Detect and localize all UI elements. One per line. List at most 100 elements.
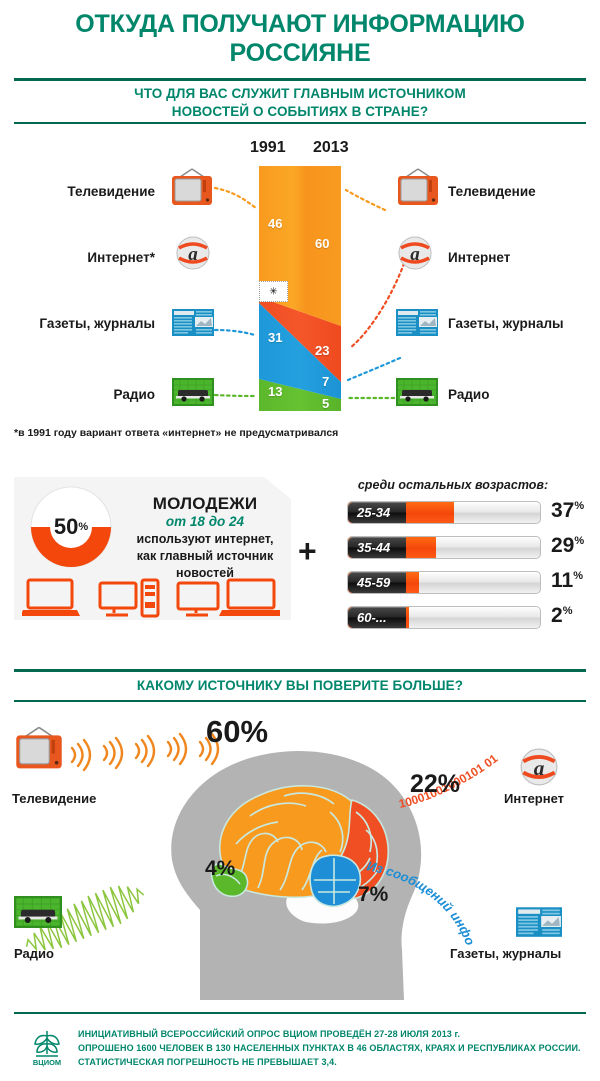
value-radio-2013: 5: [322, 396, 330, 411]
value-radio-1991: 13: [268, 384, 283, 399]
plus-sign: +: [298, 533, 317, 569]
agebar-value: 37%: [551, 499, 585, 522]
sidebar-label-radio-2013: Радио: [448, 387, 490, 402]
section-1-question-line-2: НОВОСТЕЙ О СОБЫТИЯХ В СТРАНЕ?: [171, 104, 429, 120]
value-press-1991: 31: [268, 330, 283, 345]
divider-top: [14, 78, 586, 81]
page-title: ОТКУДА ПОЛУЧАЮТ ИНФОРМАЦИЮ РОССИЯНЕ: [0, 10, 600, 68]
gyri-texture-green: [215, 873, 241, 885]
agebar-value: 29%: [551, 534, 585, 557]
agebar-45-59: 45-59 11%: [347, 569, 583, 594]
newspaper-icon: [172, 309, 214, 336]
svg-text:a: a: [410, 244, 420, 265]
value-press-2013: 7: [322, 374, 330, 389]
brain-label-radio: Радио: [14, 946, 54, 961]
youth-donut-value: 50%: [28, 484, 114, 570]
agebar-label: 60-...: [348, 607, 406, 628]
brain-pct-press: 7%: [358, 883, 389, 906]
radio-waveform: [25, 885, 145, 952]
agebar-track: 35-44: [347, 536, 541, 559]
year-label-1991: 1991: [250, 139, 286, 156]
youth-donut-suffix: %: [78, 521, 89, 533]
section-1-footnote: *в 1991 году вариант ответа «интернет» н…: [14, 427, 339, 439]
ages-title: среди остальных возрастов:: [357, 478, 549, 492]
footer-line-1: ИНИЦИАТИВНЫЙ ВСЕРОССИЙСКИЙ ОПРОС ВЦИОМ П…: [78, 1029, 461, 1039]
agebar-label: 35-44: [348, 537, 406, 558]
agebar-label: 45-59: [348, 572, 406, 593]
youth-description: используют интернет, как главный источни…: [112, 531, 298, 582]
agebar-value: 2%: [551, 604, 573, 627]
lobe-radio: [210, 863, 249, 898]
radio-icon: [14, 896, 62, 928]
band-press: [259, 303, 341, 399]
youth-description-line-3: новостей: [176, 565, 234, 580]
tv-icon: [398, 168, 438, 205]
brain-label-tv: Телевидение: [12, 791, 97, 806]
section-3-question: КАКОМУ ИСТОЧНИКУ ВЫ ПОВЕРИТЕ БОЛЬШЕ?: [136, 678, 464, 693]
brain-pct-internet: 22%: [410, 770, 461, 798]
sidebar-label-tv-2013: Телевидение: [448, 184, 536, 199]
gyri-texture-blue: [314, 858, 356, 904]
lobe-press: [309, 854, 362, 908]
footer-line-2: ОПРОШЕНО 1600 ЧЕЛОВЕК В 130 НАСЕЛЕННЫХ П…: [78, 1042, 581, 1053]
devices-illustration: [22, 578, 280, 618]
sidebar-label-internet-1991: Интернет*: [87, 250, 155, 265]
internet-icon: a: [176, 236, 210, 270]
sidebar-label-tv-1991: Телевидение: [67, 184, 155, 199]
section-1-question: ЧТО ДЛЯ ВАС СЛУЖИТ ГЛАВНЫМ ИСТОЧНИКОМ НО…: [0, 85, 600, 121]
divider-section-3-bottom: [14, 700, 586, 702]
youth-description-line-1: используют интернет,: [136, 532, 274, 546]
svg-text:a: a: [534, 756, 545, 780]
sidebar-label-radio-1991: Радио: [113, 387, 155, 402]
band-radio: [259, 379, 341, 411]
brain-pct-radio: 4%: [205, 857, 236, 880]
agebar-25-34: 25-34 37%: [347, 499, 584, 524]
internet-1991-placeholder-marker: [259, 281, 288, 302]
tv-icon: [16, 726, 62, 769]
radio-icon: [172, 378, 214, 406]
year-label-2013: 2013: [313, 139, 349, 156]
vciom-logo-text: ВЦИОМ: [33, 1058, 61, 1067]
internet-icon: a: [520, 748, 558, 786]
newspaper-icon: [396, 309, 438, 336]
agebar-track: 60-...: [347, 606, 541, 629]
band-internet: [259, 297, 341, 382]
sidebar-label-press-1991: Газеты, журналы: [39, 316, 155, 331]
footer-note: ИНИЦИАТИВНЫЙ ВСЕРОССИЙСКИЙ ОПРОС ВЦИОМ П…: [78, 1028, 588, 1070]
internet-icon: a: [398, 236, 432, 270]
sidebar-label-press-2013: Газеты, журналы: [448, 316, 564, 331]
sidebar-label-internet-2013: Интернет: [448, 250, 511, 265]
agebar-label: 25-34: [348, 502, 406, 523]
agebar-35-44: 35-44 29%: [347, 534, 584, 559]
brain-pct-tv: 60%: [206, 714, 269, 749]
vciom-logo: ВЦИОМ: [33, 1031, 61, 1067]
svg-text:a: a: [188, 244, 198, 265]
radio-icon: [396, 378, 438, 406]
value-tv-1991: 46: [268, 216, 283, 231]
value-internet-2013: 23: [315, 343, 330, 358]
footer-line-3: СТАТИСТИЧЕСКАЯ ПОГРЕШНОСТЬ НЕ ПРЕВЫШАЕТ …: [78, 1056, 337, 1067]
tv-sound-waves: [70, 732, 220, 772]
agebar-60-plus: 60-... 2%: [347, 604, 572, 629]
youth-donut-number: 50: [53, 514, 79, 539]
brain-diagram: 10001001000101 01 Из сообщений информ: [0, 688, 600, 1000]
youth-subheading: от 18 до 24: [165, 514, 245, 529]
section-1-question-line-1: ЧТО ДЛЯ ВАС СЛУЖИТ ГЛАВНЫМ ИСТОЧНИКОМ: [134, 86, 466, 101]
page-title-line-1: ОТКУДА ПОЛУЧАЮТ ИНФОРМАЦИЮ: [75, 10, 525, 38]
youth-description-line-2: как главный источник: [136, 548, 274, 563]
divider-footer: [14, 1012, 586, 1014]
newspaper-icon: [516, 907, 562, 937]
value-tv-2013: 60: [315, 236, 330, 251]
tv-icon: [172, 168, 212, 205]
youth-donut-chart: [30, 486, 112, 568]
divider-under-question: [14, 122, 586, 124]
brain-svg: 10001001000101 01 Из сообщений информ: [0, 688, 501, 1000]
agebar-track: 25-34: [347, 501, 541, 524]
agebar-value: 11%: [551, 569, 583, 592]
youth-heading: МОЛОДЕЖИ: [152, 494, 258, 513]
divider-section-3-top: [14, 669, 586, 672]
brain-label-internet: Интернет: [504, 791, 565, 806]
brain-label-press: Газеты, журналы: [450, 946, 562, 961]
agebar-track: 45-59: [347, 571, 541, 594]
